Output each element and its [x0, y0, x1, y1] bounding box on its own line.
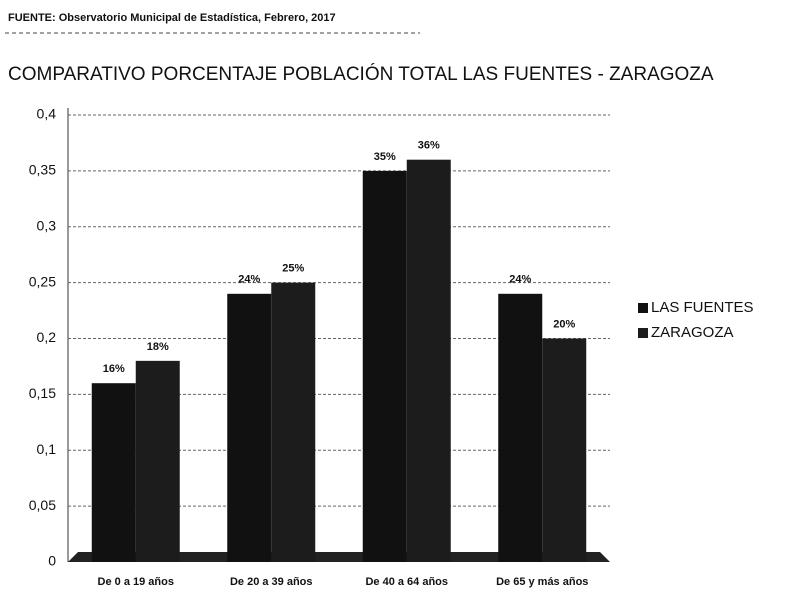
y-tick-label: 0,1	[37, 441, 57, 457]
bar	[498, 293, 543, 562]
y-tick-label: 0,4	[37, 106, 57, 122]
bar	[227, 293, 272, 562]
y-tick-label: 0,25	[29, 273, 56, 289]
legend-swatch	[638, 328, 648, 338]
y-tick-label: 0,2	[37, 329, 57, 345]
value-label: 20%	[553, 318, 575, 330]
chart-title: COMPARATIVO PORCENTAJE POBLACIÓN TOTAL L…	[8, 63, 714, 85]
legend-swatch	[638, 303, 648, 313]
bar	[271, 282, 316, 562]
x-tick-label: De 0 a 19 años	[98, 576, 174, 588]
y-tick-label: 0,3	[37, 217, 57, 233]
legend-label: ZARAGOZA	[651, 324, 734, 341]
y-tick-label: 0,05	[29, 497, 56, 513]
value-label: 24%	[238, 274, 260, 286]
y-tick-label: 0	[48, 553, 56, 569]
bar	[91, 383, 136, 562]
value-label: 36%	[418, 140, 440, 152]
source: FUENTE: Observatorio Municipal de Estadí…	[8, 12, 336, 24]
value-label: 25%	[282, 263, 304, 275]
floor	[68, 552, 610, 562]
x-tick-label: De 40 a 64 años	[365, 576, 448, 588]
bar	[362, 170, 407, 562]
x-tick-label: De 65 y más años	[496, 576, 588, 588]
value-label: 35%	[374, 151, 396, 163]
x-tick-label: De 20 a 39 años	[230, 576, 313, 588]
y-tick-label: 0,15	[29, 385, 56, 401]
value-label: 18%	[147, 341, 169, 353]
y-tick-label: 0,35	[29, 162, 56, 178]
value-label: 16%	[103, 363, 125, 375]
legend-label: LAS FUENTES	[651, 299, 754, 316]
bar	[542, 338, 587, 562]
bar	[135, 360, 180, 562]
bar	[406, 159, 451, 562]
value-label: 24%	[509, 274, 531, 286]
